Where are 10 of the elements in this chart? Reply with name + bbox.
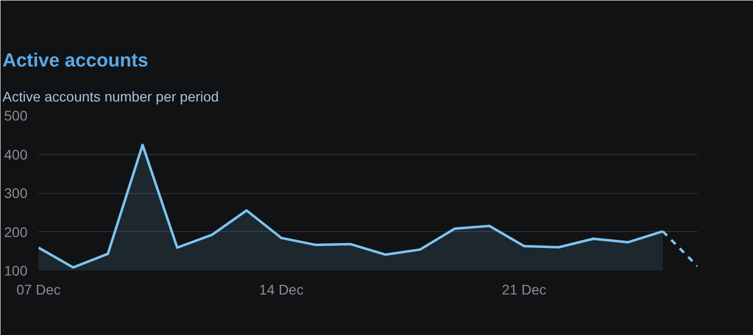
y-tick-label: 500	[4, 108, 28, 124]
chart-subtitle: Active accounts number per period	[2, 88, 219, 104]
chart-title: Active accounts	[2, 50, 148, 72]
y-tick-label: 300	[4, 185, 28, 201]
y-tick-label: 400	[4, 146, 28, 162]
y-tick-label: 200	[4, 224, 28, 240]
x-tick-label: 21 Dec	[502, 282, 546, 298]
y-tick-label: 100	[4, 262, 28, 278]
x-tick-label: 14 Dec	[259, 282, 304, 298]
x-tick-label: 07 Dec	[16, 282, 61, 298]
